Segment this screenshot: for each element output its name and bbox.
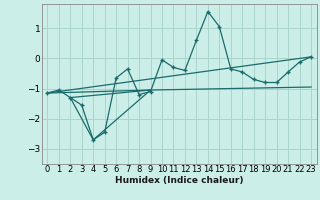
X-axis label: Humidex (Indice chaleur): Humidex (Indice chaleur) (115, 176, 244, 185)
